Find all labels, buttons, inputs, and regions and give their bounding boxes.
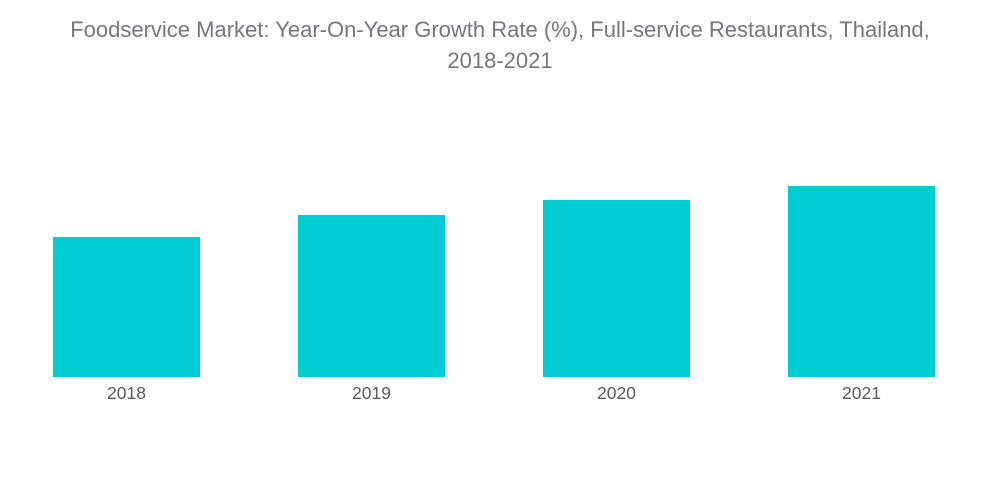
bar-2019 xyxy=(298,215,445,377)
chart-title-line-1: Foodservice Market: Year-On-Year Growth … xyxy=(70,17,930,42)
bar-column-2021 xyxy=(739,186,984,377)
x-tick-label-2021: 2021 xyxy=(842,383,881,403)
chart-title-line-2: 2018-2021 xyxy=(447,48,553,73)
bar-2021 xyxy=(788,186,935,377)
x-tick-label-2019: 2019 xyxy=(352,383,391,403)
x-tick-label-2018: 2018 xyxy=(107,383,146,403)
x-tick-label-2020: 2020 xyxy=(597,383,636,403)
bar-column-2019 xyxy=(249,215,494,377)
bar-column-2020 xyxy=(494,200,739,377)
bar-column-2018 xyxy=(4,237,249,377)
bar-2018 xyxy=(53,237,200,377)
x-axis-labels: 2018 2019 2020 2021 xyxy=(4,384,984,402)
bar-2020 xyxy=(543,200,690,377)
bar-plot xyxy=(4,0,984,377)
chart-title: Foodservice Market: Year-On-Year Growth … xyxy=(0,14,1000,76)
